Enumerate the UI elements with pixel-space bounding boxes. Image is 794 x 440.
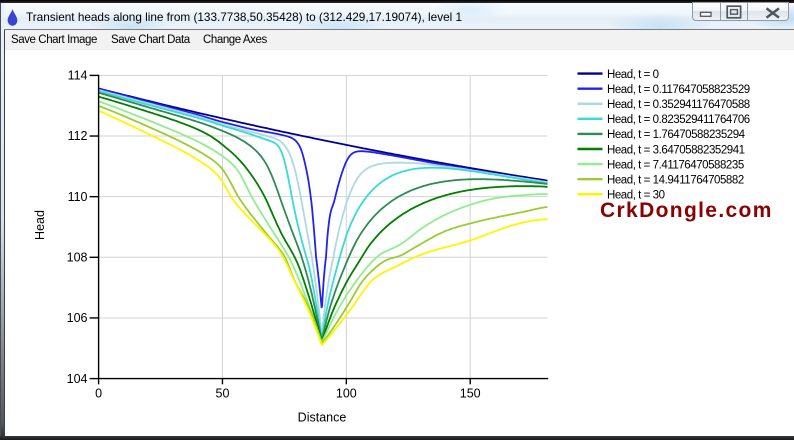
svg-text:150: 150 <box>460 387 481 401</box>
svg-text:Head, t = 7.41176470588235: Head, t = 7.41176470588235 <box>607 159 744 171</box>
svg-text:Head, t = 1.76470588235294: Head, t = 1.76470588235294 <box>607 129 746 141</box>
svg-text:Head, t = 0.823529411764706: Head, t = 0.823529411764706 <box>607 114 750 126</box>
svg-text:106: 106 <box>67 311 88 325</box>
svg-text:114: 114 <box>68 69 88 83</box>
svg-text:Head: Head <box>33 210 47 240</box>
svg-text:112: 112 <box>68 129 88 143</box>
svg-text:Head, t = 3.64705882352941: Head, t = 3.64705882352941 <box>607 144 745 156</box>
svg-text:110: 110 <box>68 190 88 204</box>
svg-text:Head, t = 30: Head, t = 30 <box>607 190 665 202</box>
svg-text:108: 108 <box>67 251 88 265</box>
svg-text:Head, t = 0.117647058823529: Head, t = 0.117647058823529 <box>607 84 750 96</box>
svg-text:Head, t = 0.352941176470588: Head, t = 0.352941176470588 <box>607 99 750 111</box>
svg-text:Head, t = 14.9411764705882: Head, t = 14.9411764705882 <box>607 174 744 186</box>
svg-text:0: 0 <box>95 387 102 401</box>
svg-text:Distance: Distance <box>298 411 347 425</box>
svg-text:Head, t = 0: Head, t = 0 <box>607 69 659 81</box>
svg-text:50: 50 <box>216 387 230 401</box>
svg-text:104: 104 <box>67 372 88 386</box>
svg-text:100: 100 <box>336 387 357 401</box>
